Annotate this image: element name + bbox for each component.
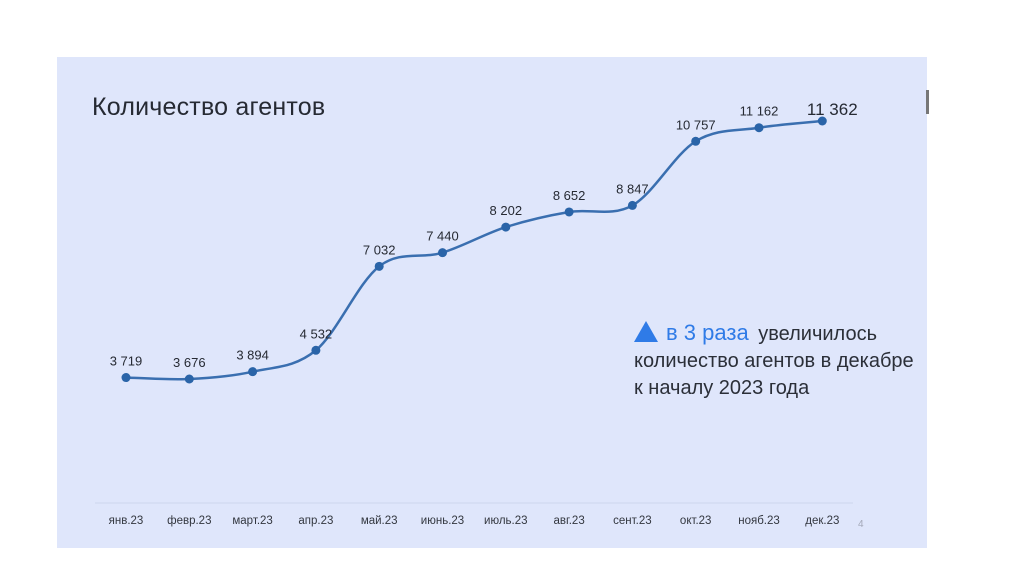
data-point [627,200,637,210]
x-tick-labels: янв.23 февр.23 март.23 апр.23 май.23 июнь.23 и… [109,515,840,527]
x-tick-label: июнь.23 [421,515,464,527]
data-point [121,373,131,383]
x-tick-label: авг.23 [553,515,584,527]
data-point [817,116,827,126]
data-point [374,261,384,271]
x-tick-label: март.23 [232,515,272,527]
x-tick-label: февр.23 [167,515,211,527]
x-tick-label: июль.23 [484,515,527,527]
data-label: 4 532 [300,326,333,341]
data-point [691,136,701,146]
x-tick-label: дек.23 [805,515,839,527]
scrollbar-marker [926,90,929,114]
data-point [184,374,194,384]
callout-text: в 3 раза увеличилось количество агентов … [634,319,924,402]
data-label: 11 362 [807,100,858,119]
data-points [121,116,827,384]
x-tick-label: окт.23 [680,515,712,527]
x-tick-label: май.23 [361,515,398,527]
data-label: 3 894 [236,348,269,363]
slide-panel [57,57,927,548]
data-label: 3 676 [173,355,206,370]
page-number: 4 [858,519,864,530]
data-point [248,367,258,377]
data-point [564,207,574,217]
data-label: 10 757 [676,117,716,132]
data-label: 7 032 [363,242,396,257]
up-triangle-icon [634,321,658,342]
data-point [501,222,511,232]
data-label: 8 202 [490,203,523,218]
chart-title: Количество агентов [92,93,326,121]
x-tick-label: янв.23 [109,515,144,527]
data-labels: 3 719 3 676 3 894 4 532 7 032 7 440 8 202 8 652… [110,100,858,370]
x-tick-label: апр.23 [298,515,333,527]
data-point [754,123,764,133]
data-point [438,248,447,258]
x-tick-label: сент.23 [613,515,651,527]
data-label: 11 162 [740,104,779,119]
data-label: 8 847 [616,181,649,196]
data-label: 8 652 [553,188,586,203]
data-label: 3 719 [110,354,143,369]
callout-body: увеличилось количество агентов в декабре… [634,323,914,399]
x-tick-label: нояб.23 [738,515,780,527]
data-point [311,345,321,355]
callout-accent: в 3 раза [666,320,749,345]
data-label: 7 440 [426,229,459,244]
